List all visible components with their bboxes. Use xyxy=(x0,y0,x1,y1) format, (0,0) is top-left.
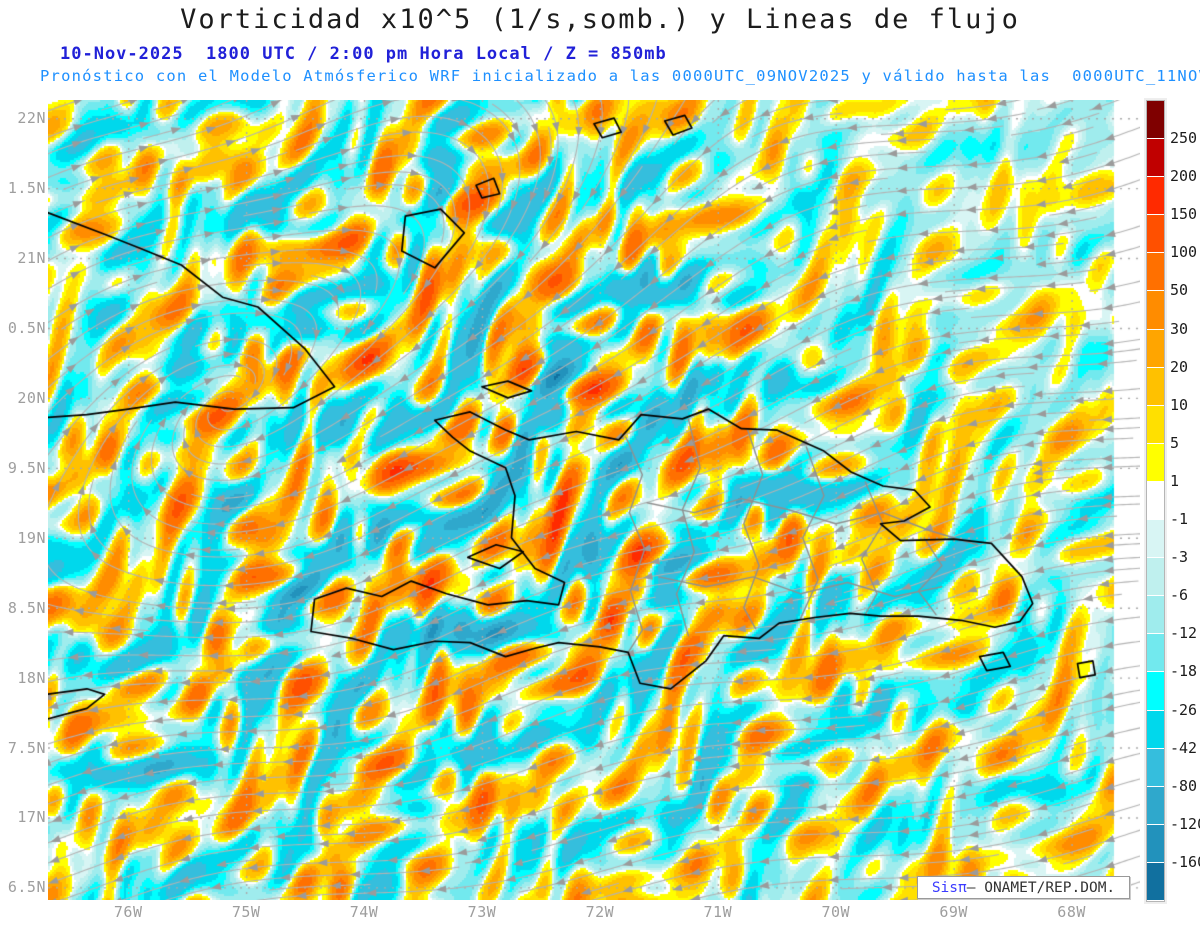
x-axis-label: 70W xyxy=(821,903,851,921)
colorbar-label: 100 xyxy=(1170,243,1198,262)
colorbar-label: -6 xyxy=(1170,586,1189,605)
x-axis-label: 71W xyxy=(703,903,733,921)
colorbar-block xyxy=(1147,481,1164,521)
vorticity-map-canvas xyxy=(48,100,1140,900)
subtitle-model: Pronóstico con el Modelo Atmósferico WRF… xyxy=(40,67,1200,85)
watermark-brand: Sisπ xyxy=(931,879,967,896)
x-axis-label: 73W xyxy=(467,903,497,921)
colorbar-block xyxy=(1147,329,1164,368)
colorbar-label: 200 xyxy=(1170,167,1198,186)
colorbar-label: -42 xyxy=(1170,738,1198,757)
colorbar-label: -1 xyxy=(1170,510,1189,529)
page-title: Vorticidad x10^5 (1/s,somb.) y Lineas de… xyxy=(180,4,1020,35)
colorbar-block xyxy=(1147,634,1164,673)
colorbar-block xyxy=(1147,786,1164,825)
y-axis-label: 7.5N xyxy=(7,738,46,757)
colorbar-block xyxy=(1147,443,1164,482)
colorbar-block xyxy=(1147,253,1164,292)
y-axis-label: 22N xyxy=(17,109,46,128)
colorbar-block xyxy=(1147,177,1164,216)
y-axis-label: 8.5N xyxy=(7,598,46,617)
y-axis-label: 6.5N xyxy=(7,878,46,897)
colorbar-block xyxy=(1147,101,1164,140)
watermark: Sisπ – ONAMET/REP.DOM. xyxy=(917,876,1130,899)
colorbar-block xyxy=(1147,215,1164,254)
colorbar-label: -18 xyxy=(1170,662,1198,681)
colorbar-block xyxy=(1147,291,1164,330)
y-axis-label: 0.5N xyxy=(7,318,46,337)
colorbar-label: 5 xyxy=(1170,433,1180,452)
colorbar-block xyxy=(1147,520,1164,559)
x-axis-label: 68W xyxy=(1057,903,1086,921)
colorbar-block xyxy=(1147,824,1164,863)
x-axis-label: 75W xyxy=(231,903,261,921)
colorbar-label: -26 xyxy=(1170,700,1198,719)
x-axis-label: 69W xyxy=(939,903,968,921)
colorbar-label: -12 xyxy=(1170,624,1198,643)
colorbar-label: 20 xyxy=(1170,357,1189,376)
colorbar-label: -3 xyxy=(1170,548,1189,567)
colorbar-label: 30 xyxy=(1170,319,1189,338)
x-axis-label: 72W xyxy=(585,903,615,921)
y-axis-label: 20N xyxy=(17,388,46,407)
y-axis-label: 18N xyxy=(17,668,46,687)
y-axis-label: 9.5N xyxy=(7,458,46,477)
watermark-text: – ONAMET/REP.DOM. xyxy=(966,879,1116,896)
colorbar-label: -120 xyxy=(1170,814,1200,833)
colorbar xyxy=(1146,100,1165,902)
y-axis-label: 19N xyxy=(17,528,46,547)
colorbar-label: 50 xyxy=(1170,281,1189,300)
colorbar-label: 250 xyxy=(1170,129,1198,148)
colorbar-label: -80 xyxy=(1170,776,1198,795)
colorbar-block xyxy=(1147,710,1164,749)
colorbar-block xyxy=(1147,558,1164,597)
colorbar-label: -160 xyxy=(1170,852,1200,871)
y-axis-label: 1.5N xyxy=(7,179,46,198)
colorbar-block xyxy=(1147,367,1164,406)
colorbar-block xyxy=(1147,139,1164,178)
subtitle-datetime: 10-Nov-2025 1800 UTC / 2:00 pm Hora Loca… xyxy=(60,44,667,64)
colorbar-block xyxy=(1147,748,1164,787)
colorbar-block xyxy=(1147,672,1164,711)
colorbar-label: 10 xyxy=(1170,395,1189,414)
x-axis-label: 76W xyxy=(113,903,143,921)
colorbar-block xyxy=(1147,596,1164,635)
colorbar-block xyxy=(1147,862,1164,901)
colorbar-label: 1 xyxy=(1170,471,1180,490)
colorbar-label: 150 xyxy=(1170,205,1198,224)
y-axis-label: 17N xyxy=(17,808,46,827)
y-axis-label: 21N xyxy=(17,249,46,268)
x-axis-label: 74W xyxy=(349,903,379,921)
colorbar-block xyxy=(1147,405,1164,444)
